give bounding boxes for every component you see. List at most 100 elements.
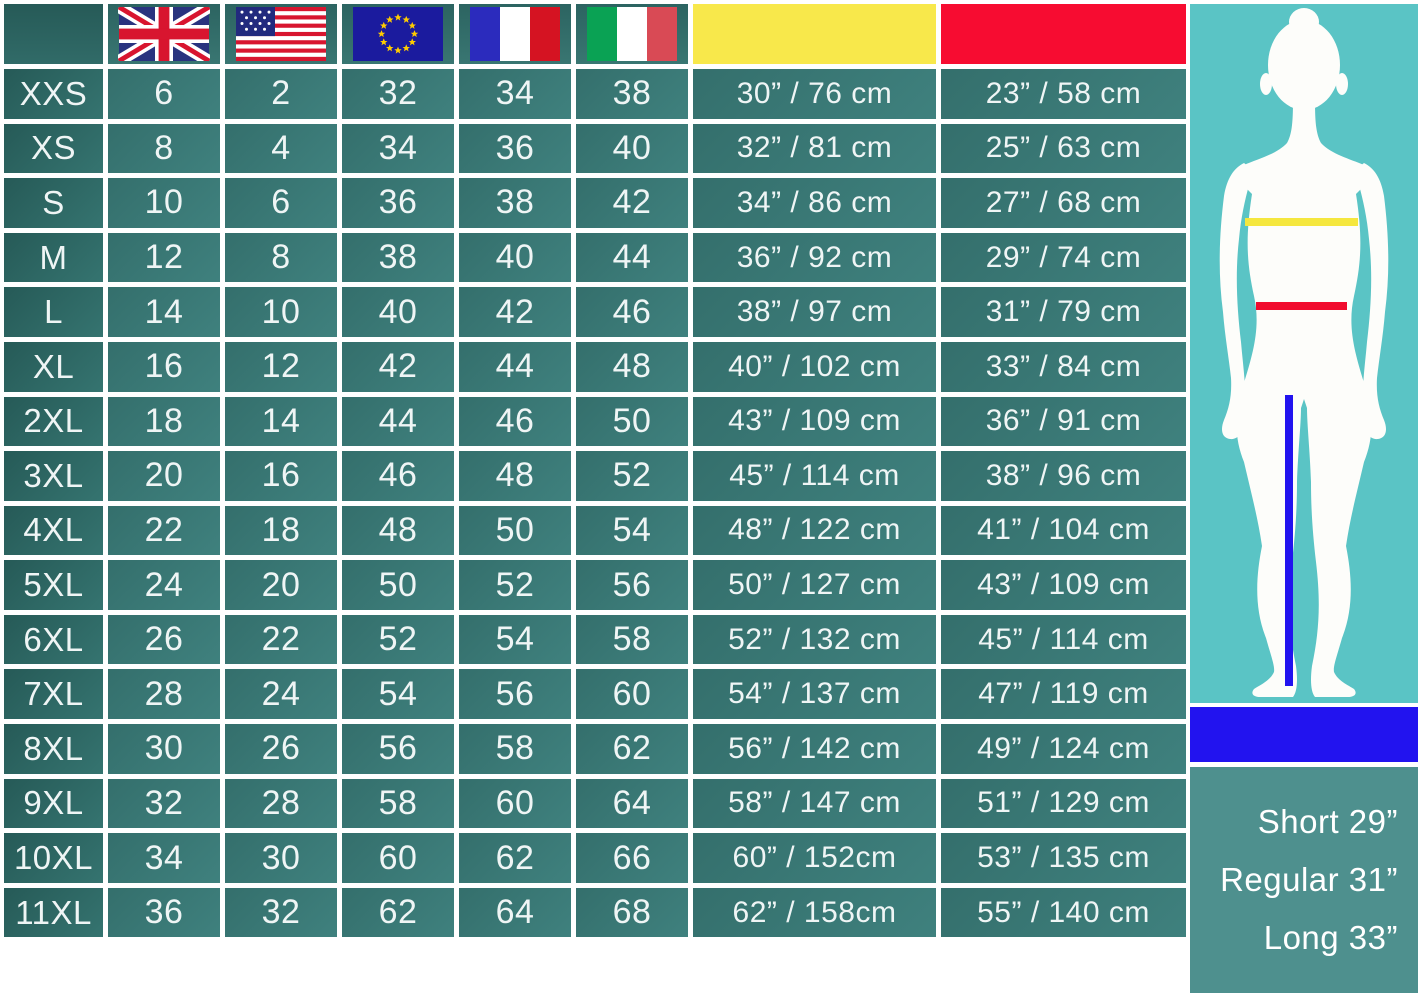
size-label-cell: 8XL xyxy=(4,724,103,774)
eu-size-cell: 36 xyxy=(342,178,454,228)
fr-size-cell: 58 xyxy=(459,724,571,774)
size-label-cell: 10XL xyxy=(4,833,103,883)
waist-cell: 23” / 58 cm xyxy=(941,69,1186,119)
size-label-cell: XXS xyxy=(4,69,103,119)
bust-cell: 32” / 81 cm xyxy=(693,123,936,174)
us-size-cell: 24 xyxy=(225,669,337,720)
waist-cell: 33” / 84 cm xyxy=(941,341,1186,392)
us-size-cell: 2 xyxy=(225,69,337,119)
size-label-cell: 3XL xyxy=(4,451,103,501)
fr-size-cell: 42 xyxy=(459,287,571,337)
it-size-cell: 46 xyxy=(576,287,688,337)
us-size-cell: 10 xyxy=(225,287,337,337)
us-flag-icon xyxy=(236,7,326,61)
bust-cell: 52” / 132 cm xyxy=(693,614,936,665)
eu-size-cell: 38 xyxy=(342,232,454,283)
eu-size-cell: 42 xyxy=(342,341,454,392)
inseam-length-legend: Short 29” Regular 31” Long 33” xyxy=(1190,767,1418,993)
header-uk-cell xyxy=(108,4,220,64)
eu-size-cell: 44 xyxy=(342,396,454,447)
waist-cell: 38” / 96 cm xyxy=(941,451,1186,501)
uk-size-cell: 30 xyxy=(108,724,220,774)
waist-cell: 55” / 140 cm xyxy=(941,887,1186,938)
bust-cell: 40” / 102 cm xyxy=(693,341,936,392)
it-size-cell: 56 xyxy=(576,560,688,610)
eu-size-cell: 58 xyxy=(342,778,454,829)
waist-cell: 29” / 74 cm xyxy=(941,232,1186,283)
fr-size-cell: 64 xyxy=(459,887,571,938)
it-size-cell: 60 xyxy=(576,669,688,720)
uk-size-cell: 6 xyxy=(108,69,220,119)
size-label-cell: 5XL xyxy=(4,560,103,610)
us-size-cell: 12 xyxy=(225,341,337,392)
bust-cell: 50” / 127 cm xyxy=(693,560,936,610)
bust-cell: 58” / 147 cm xyxy=(693,778,936,829)
inseam-line xyxy=(1285,395,1293,686)
bust-cell: 54” / 137 cm xyxy=(693,669,936,720)
size-label-cell: XS xyxy=(4,123,103,174)
fr-flag-icon xyxy=(470,7,560,61)
waist-line xyxy=(1256,302,1347,310)
it-size-cell: 50 xyxy=(576,396,688,447)
fr-size-cell: 36 xyxy=(459,123,571,174)
uk-size-cell: 14 xyxy=(108,287,220,337)
header-waist-swatch xyxy=(941,4,1186,64)
eu-size-cell: 52 xyxy=(342,614,454,665)
it-size-cell: 66 xyxy=(576,833,688,883)
us-size-cell: 18 xyxy=(225,505,337,556)
uk-size-cell: 20 xyxy=(108,451,220,501)
size-label-cell: XL xyxy=(4,341,103,392)
it-size-cell: 68 xyxy=(576,887,688,938)
eu-size-cell: 50 xyxy=(342,560,454,610)
us-size-cell: 14 xyxy=(225,396,337,447)
bust-cell: 43” / 109 cm xyxy=(693,396,936,447)
bust-cell: 34” / 86 cm xyxy=(693,178,936,228)
header-blank-cell xyxy=(4,4,103,64)
bust-cell: 36” / 92 cm xyxy=(693,232,936,283)
legend-regular: Regular 31” xyxy=(1220,861,1398,898)
bust-cell: 38” / 97 cm xyxy=(693,287,936,337)
uk-size-cell: 36 xyxy=(108,887,220,938)
uk-size-cell: 12 xyxy=(108,232,220,283)
it-size-cell: 58 xyxy=(576,614,688,665)
it-flag-icon xyxy=(587,7,677,61)
bust-cell: 60” / 152cm xyxy=(693,833,936,883)
size-label-cell: 7XL xyxy=(4,669,103,720)
fr-size-cell: 38 xyxy=(459,178,571,228)
size-label-cell: 6XL xyxy=(4,614,103,665)
waist-cell: 45” / 114 cm xyxy=(941,614,1186,665)
it-size-cell: 64 xyxy=(576,778,688,829)
waist-cell: 36” / 91 cm xyxy=(941,396,1186,447)
waist-cell: 31” / 79 cm xyxy=(941,287,1186,337)
waist-cell: 47” / 119 cm xyxy=(941,669,1186,720)
uk-size-cell: 8 xyxy=(108,123,220,174)
fr-size-cell: 44 xyxy=(459,341,571,392)
it-size-cell: 54 xyxy=(576,505,688,556)
waist-cell: 51” / 129 cm xyxy=(941,778,1186,829)
uk-size-cell: 28 xyxy=(108,669,220,720)
us-size-cell: 8 xyxy=(225,232,337,283)
measurement-figure-panel xyxy=(1190,4,1418,703)
fr-size-cell: 46 xyxy=(459,396,571,447)
header-fr-cell xyxy=(459,4,571,64)
fr-size-cell: 40 xyxy=(459,232,571,283)
it-size-cell: 42 xyxy=(576,178,688,228)
waist-cell: 27” / 68 cm xyxy=(941,178,1186,228)
us-size-cell: 30 xyxy=(225,833,337,883)
uk-flag-icon xyxy=(118,7,210,61)
fr-size-cell: 52 xyxy=(459,560,571,610)
waist-cell: 41” / 104 cm xyxy=(941,505,1186,556)
bust-line xyxy=(1245,218,1358,226)
header-bust-swatch xyxy=(693,4,936,64)
it-size-cell: 48 xyxy=(576,341,688,392)
size-label-cell: M xyxy=(4,232,103,283)
inseam-color-band xyxy=(1190,707,1418,762)
fr-size-cell: 34 xyxy=(459,69,571,119)
eu-size-cell: 60 xyxy=(342,833,454,883)
us-size-cell: 32 xyxy=(225,887,337,938)
eu-size-cell: 40 xyxy=(342,287,454,337)
us-size-cell: 4 xyxy=(225,123,337,174)
it-size-cell: 40 xyxy=(576,123,688,174)
header-it-cell xyxy=(576,4,688,64)
